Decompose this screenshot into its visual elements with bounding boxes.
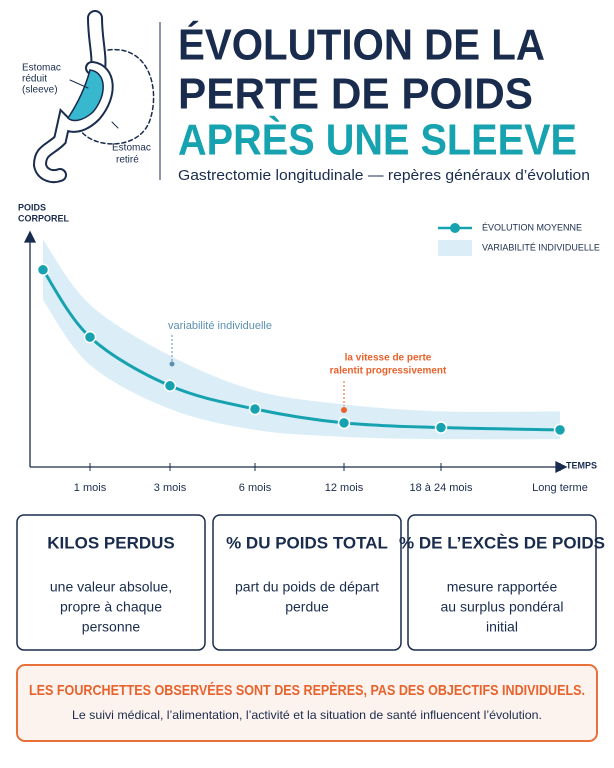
illustration-label: réduit bbox=[22, 74, 47, 85]
card-text: mesure rapportée bbox=[447, 579, 558, 595]
illustration-label: (sleeve) bbox=[22, 85, 58, 96]
annotation: ralentit progressivement bbox=[330, 366, 447, 377]
data-point bbox=[248, 402, 262, 416]
data-point bbox=[36, 263, 50, 277]
stomach-illustration bbox=[32, 10, 155, 184]
data-point bbox=[163, 379, 177, 393]
card-title: % DE L’EXCÈS DE POIDS bbox=[399, 533, 605, 552]
x-tick-label: 3 mois bbox=[154, 482, 187, 494]
x-tick-label: 12 mois bbox=[325, 482, 364, 494]
card-text: initial bbox=[486, 619, 518, 635]
card-text: personne bbox=[82, 619, 141, 635]
variability-band bbox=[43, 239, 560, 440]
data-point bbox=[553, 423, 567, 437]
card bbox=[212, 514, 402, 651]
title: APRÈS UNE SLEEVE bbox=[178, 115, 577, 165]
illustration-label: retiré bbox=[116, 155, 139, 166]
y-axis-label: CORPOREL bbox=[18, 213, 70, 223]
legend-marker bbox=[450, 223, 460, 233]
y-axis-label: POIDS bbox=[18, 202, 46, 212]
card bbox=[407, 514, 597, 651]
card-text: part du poids de départ bbox=[235, 579, 379, 595]
illustration-label: Estomac bbox=[112, 143, 151, 154]
card bbox=[16, 514, 206, 651]
card-text: une valeur absolue, bbox=[50, 579, 172, 595]
note-text: Le suivi médical, l’alimentation, l’acti… bbox=[72, 708, 542, 722]
note-box bbox=[16, 664, 598, 742]
subtitle: Gastrectomie longitudinale — repères gén… bbox=[178, 167, 590, 184]
annotation: variabilité individuelle bbox=[168, 320, 272, 332]
axes bbox=[23, 230, 568, 474]
card-title: KILOS PERDUS bbox=[47, 533, 175, 552]
x-tick-label: 18 à 24 mois bbox=[410, 482, 473, 494]
illustration-label: Estomac bbox=[22, 63, 61, 74]
annotation-dot bbox=[169, 361, 175, 367]
legend-label: VARIABILITÉ INDIVIDUELLE bbox=[482, 242, 600, 252]
data-point bbox=[434, 421, 448, 434]
data-point bbox=[337, 416, 351, 430]
data-point bbox=[83, 330, 97, 344]
card-title: % DU POIDS TOTAL bbox=[226, 533, 388, 552]
card-text: au surplus pondéral bbox=[441, 599, 564, 615]
x-tick-label: 6 mois bbox=[239, 482, 272, 494]
annotation: la vitesse de perte bbox=[345, 353, 432, 364]
x-axis-label: TEMPS bbox=[566, 460, 597, 470]
legend-label: ÉVOLUTION MOYENNE bbox=[482, 222, 582, 232]
legend-swatch bbox=[438, 240, 472, 256]
note-headline: LES FOURCHETTES OBSERVÉES SONT DES REPÈR… bbox=[29, 682, 585, 699]
annotation-dot bbox=[341, 407, 347, 413]
title: ÉVOLUTION DE LA bbox=[178, 20, 545, 70]
card-text: perdue bbox=[285, 599, 329, 615]
x-tick-label: Long terme bbox=[532, 482, 588, 494]
title: PERTE DE POIDS bbox=[178, 70, 533, 119]
x-tick-label: 1 mois bbox=[74, 482, 107, 494]
card-text: propre à chaque bbox=[60, 599, 162, 615]
